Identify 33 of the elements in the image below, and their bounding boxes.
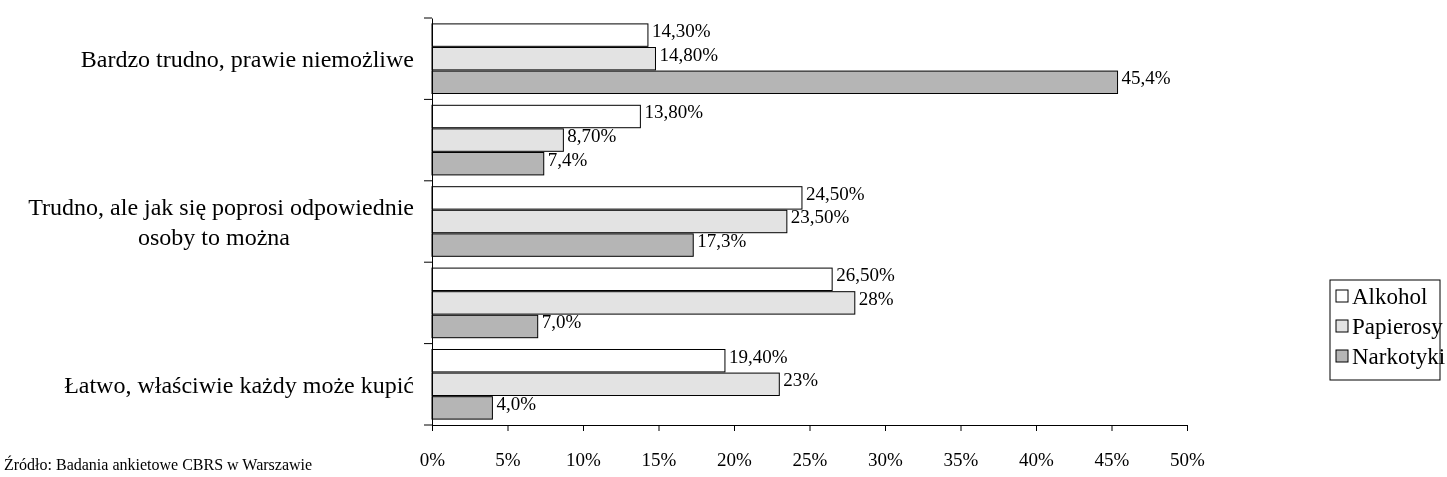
data-label: 26,50% xyxy=(836,264,895,286)
data-label: 28% xyxy=(858,287,894,309)
data-label: 23% xyxy=(783,369,819,391)
data-label: 19,40% xyxy=(728,345,788,367)
data-label: 4,0% xyxy=(496,392,537,414)
x-tick-label: 50% xyxy=(1170,449,1206,471)
y-tick-label: Trudno, ale jak się poprosi odpowiednie osoby to można xyxy=(28,193,414,250)
data-label: 14,80% xyxy=(659,43,719,65)
data-label: 13,80% xyxy=(644,101,704,123)
legend-label: Alkohol xyxy=(1352,284,1428,310)
x-tick-label: 15% xyxy=(641,449,677,471)
data-label: 17,3% xyxy=(697,229,747,251)
x-tick-label: 35% xyxy=(943,449,979,471)
data-label: 8,70% xyxy=(567,125,617,146)
data-label: 24,50% xyxy=(805,182,865,204)
data-label: 7,0% xyxy=(541,311,582,333)
text: Źródło: Badania ankietowe CBRS w Warszawie xyxy=(4,455,313,473)
x-tick-label: 20% xyxy=(717,449,753,471)
y-tick-label: Bardzo trudno, prawie niemożliwe xyxy=(80,46,414,73)
x-tick-label: 5% xyxy=(495,449,521,471)
x-tick-label: 45% xyxy=(1094,449,1130,471)
legend-label: Papierosy xyxy=(1352,314,1444,340)
data-label: 7,4% xyxy=(547,148,588,170)
x-tick-label: 10% xyxy=(566,449,602,471)
x-tick-label: 25% xyxy=(792,449,828,471)
x-tick-label: 30% xyxy=(868,449,904,471)
legend-label: Narkotyki xyxy=(1352,344,1446,370)
data-label: 14,30% xyxy=(651,20,711,42)
data-label: 23,50% xyxy=(790,206,850,228)
x-tick-label: 0% xyxy=(419,449,446,471)
data-label: 45,4% xyxy=(1121,67,1171,89)
y-tick-label: Łatwo, właściwie każdy może kupić xyxy=(64,371,414,398)
x-tick-label: 40% xyxy=(1019,449,1055,471)
